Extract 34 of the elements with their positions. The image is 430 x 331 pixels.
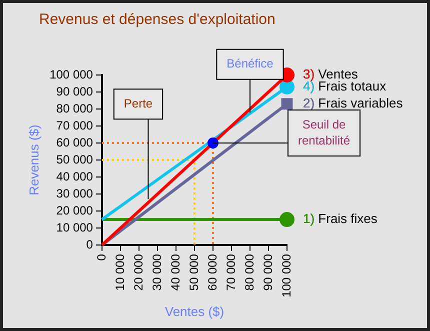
x-tick-label: 100 000 [279,254,294,298]
y-tick-label: 50 000 [56,152,94,166]
x-tick-label: 30 000 [150,254,164,291]
x-axis-title: Ventes ($) [164,304,224,319]
x-tick-label: 60 000 [205,254,220,291]
x-tick-label: 90 000 [260,254,275,291]
x-tick-label: 50 000 [186,254,201,291]
x-tick-label: 80 000 [242,254,256,291]
point [280,79,294,94]
series-label: 2) Frais variables [303,95,404,110]
point [281,98,293,110]
x-tick-label: 10 000 [112,254,127,291]
y-tick-label: 0 [86,237,94,252]
chart-title: Revenus et dépenses d'exploitation [39,11,276,28]
annotation: Bénéfice [226,56,274,71]
point [280,212,294,228]
y-tick-label: 40 000 [56,169,94,184]
y-tick-label: 60 000 [56,135,94,150]
y-axis-title: Revenus ($) [26,124,42,196]
y-tick-label: 100 000 [50,67,94,82]
x-tick-label: 70 000 [224,254,238,291]
y-tick-label: 70 000 [56,118,94,132]
y-tick-label: 10 000 [56,220,94,234]
y-tick-label: 80 000 [56,101,94,116]
x-tick-label: 20 000 [131,254,146,291]
x-tick-label: 0 [94,254,108,261]
series-label: 1) Frais fixes [303,211,378,226]
y-tick-label: 30 000 [56,186,94,200]
annotation: Seuil de rentabilité [298,117,350,148]
point [207,138,218,149]
x-tick-label: 40 000 [168,254,182,291]
annotation: Perte [124,96,153,110]
y-tick-label: 90 000 [56,84,94,98]
y-tick-label: 20 000 [56,203,94,218]
